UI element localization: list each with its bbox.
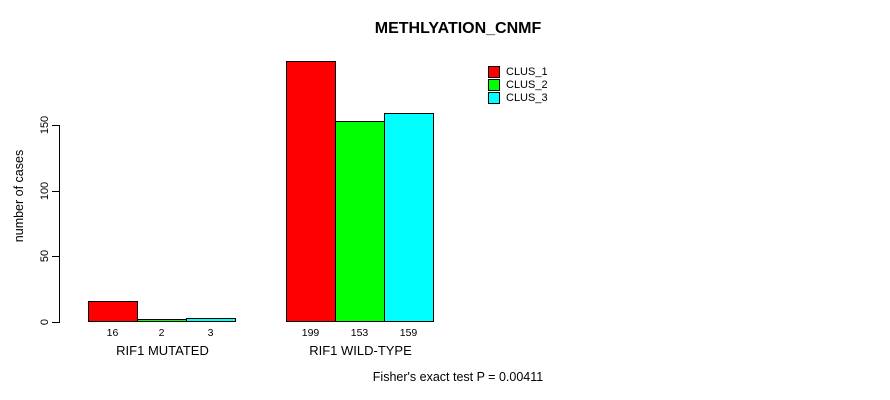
category-label: RIF1 MUTATED	[116, 343, 209, 358]
legend-item-clus_1: CLUS_1	[488, 65, 548, 78]
y-axis-tick	[52, 322, 59, 323]
legend-item-clus_3: CLUS_3	[488, 91, 548, 104]
y-axis-tick	[52, 125, 59, 126]
legend-label: CLUS_1	[506, 65, 548, 78]
y-axis-tick	[52, 191, 59, 192]
bar-clus_2-rif1-wild-type	[335, 121, 385, 322]
bar-clus_3-rif1-mutated	[186, 318, 236, 322]
y-axis-line	[59, 125, 60, 323]
fisher-test-annotation: Fisher's exact test P = 0.00411	[372, 370, 544, 384]
legend-label: CLUS_3	[506, 91, 548, 104]
bar-value-label: 16	[106, 327, 119, 339]
bar-value-label: 199	[301, 327, 320, 339]
category-label: RIF1 WILD-TYPE	[309, 343, 412, 358]
chart-title: METHLYATION_CNMF	[374, 20, 542, 37]
y-axis-tick-label: 150	[39, 115, 51, 135]
bar-value-label: 159	[399, 327, 418, 339]
bar-value-label: 3	[207, 327, 214, 339]
legend-swatch-icon	[488, 78, 500, 91]
legend-swatch-icon	[488, 65, 500, 78]
legend-label: CLUS_2	[506, 78, 548, 91]
y-axis-tick	[52, 256, 59, 257]
y-axis-tick-label: 50	[39, 249, 51, 263]
bar-clus_1-rif1-wild-type	[286, 61, 336, 322]
bar-clus_3-rif1-wild-type	[384, 113, 434, 322]
legend-swatch-icon	[488, 91, 500, 104]
bar-value-label: 153	[350, 327, 369, 339]
bar-clus_1-rif1-mutated	[88, 301, 138, 322]
bar-clus_2-rif1-mutated	[137, 319, 187, 322]
legend: CLUS_1 CLUS_2 CLUS_3	[488, 65, 548, 104]
bar-value-label: 2	[158, 327, 165, 339]
y-axis-tick-label: 100	[39, 181, 51, 201]
legend-item-clus_2: CLUS_2	[488, 78, 548, 91]
y-axis-tick-label: 0	[39, 318, 51, 326]
y-axis-label: number of cases	[12, 149, 26, 243]
